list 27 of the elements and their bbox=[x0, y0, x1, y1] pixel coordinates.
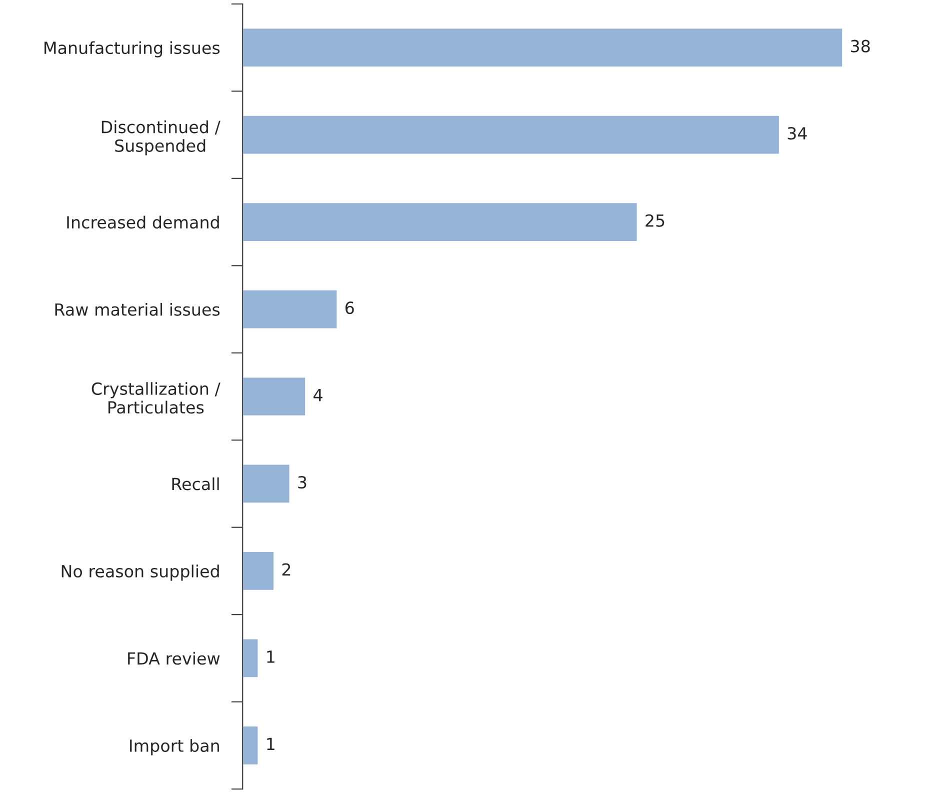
y-tick-label: Import ban bbox=[130, 739, 219, 756]
data-label: 1 bbox=[267, 738, 274, 750]
bar bbox=[242, 202, 638, 242]
bar bbox=[242, 463, 291, 504]
data-label: 1 bbox=[267, 650, 274, 663]
data-label: 2 bbox=[282, 563, 290, 576]
bar bbox=[242, 638, 260, 679]
y-tick-label: Crystallization / Particulates bbox=[92, 382, 220, 414]
bar bbox=[242, 725, 260, 766]
y-tick-label: No reason supplied bbox=[62, 564, 219, 581]
data-label: 6 bbox=[345, 302, 354, 314]
bar bbox=[242, 27, 844, 68]
data-label: 3 bbox=[298, 476, 306, 489]
data-label: 4 bbox=[314, 388, 322, 402]
y-tick-label: Manufacturing issues bbox=[44, 41, 220, 58]
bar bbox=[242, 288, 338, 330]
bar bbox=[242, 376, 306, 417]
bar bbox=[242, 114, 780, 156]
y-tick-label: Discontinued / Suspended bbox=[102, 120, 220, 156]
y-tick-label: Recall bbox=[172, 477, 219, 490]
y-tick-label: FDA review bbox=[128, 652, 220, 665]
data-label: 25 bbox=[646, 214, 664, 227]
y-tick-label: Increased demand bbox=[67, 216, 219, 229]
data-label: 34 bbox=[788, 127, 807, 140]
data-label: 38 bbox=[851, 40, 870, 52]
bar bbox=[242, 550, 275, 592]
y-tick-label: Raw material issues bbox=[55, 302, 220, 316]
